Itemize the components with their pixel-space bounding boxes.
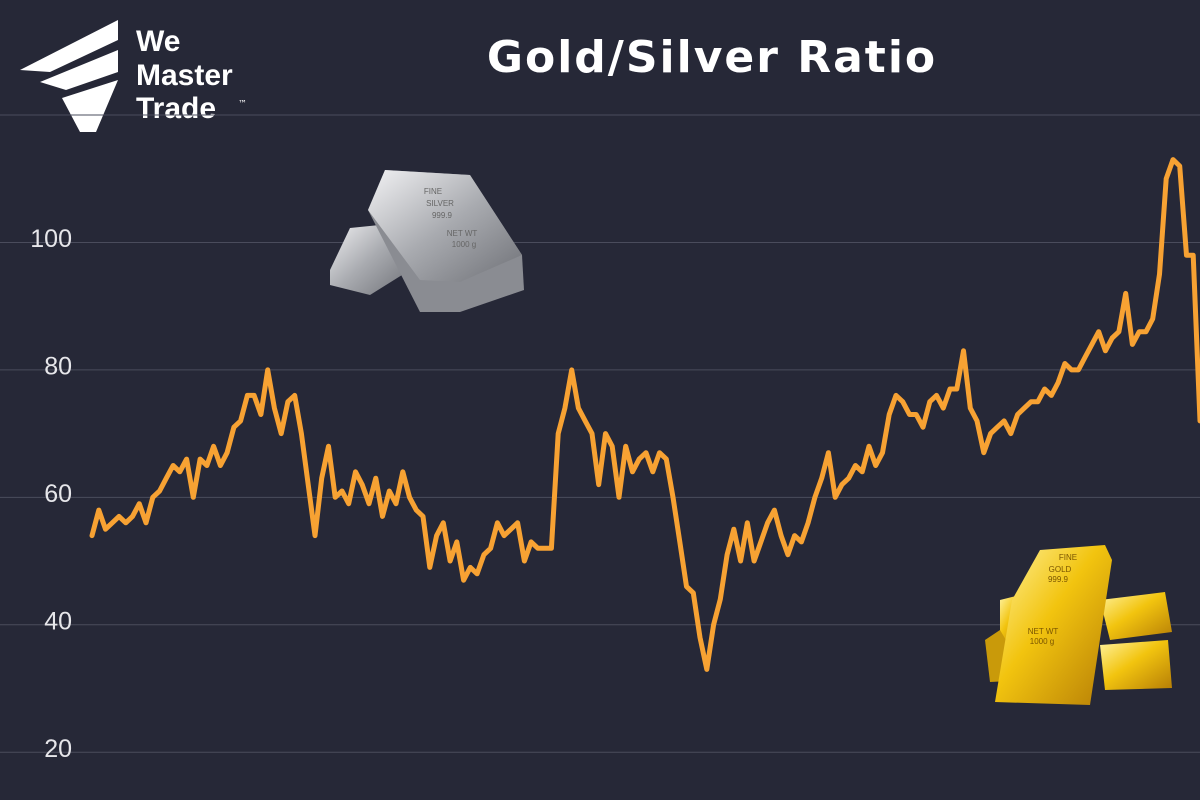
y-tick-label: 100 bbox=[30, 225, 72, 253]
bar-text: FINE bbox=[1059, 553, 1077, 562]
plot: 20 40 60 80 100 bbox=[0, 114, 1200, 763]
chart-title: Gold/Silver Ratio bbox=[487, 32, 937, 83]
bar-text: NET WT bbox=[1028, 627, 1059, 636]
bar-text: 1000 g bbox=[452, 240, 476, 249]
bar-text: 1000 g bbox=[1030, 637, 1054, 646]
y-tick-label: 20 bbox=[44, 735, 72, 763]
brand-line: Master bbox=[136, 59, 233, 92]
logo: We Master Trade ™ bbox=[20, 20, 247, 132]
gold-bars: FINE GOLD 999.9 NET WT 1000 g bbox=[985, 545, 1172, 705]
brand-line: We bbox=[136, 25, 180, 58]
bar-text: 999.9 bbox=[1048, 575, 1069, 584]
bar-text: FINE bbox=[424, 187, 442, 196]
y-tick-label: 80 bbox=[44, 352, 72, 380]
bar-text: NET WT bbox=[447, 229, 478, 238]
y-tick-label: 40 bbox=[44, 607, 72, 635]
silver-bars: FINE SILVER 999.9 NET WT 1000 g bbox=[330, 170, 524, 312]
brand-line: Trade bbox=[136, 92, 216, 125]
bar-text: GOLD bbox=[1049, 565, 1072, 574]
brand-mark: ™ bbox=[238, 100, 247, 110]
y-tick-label: 60 bbox=[44, 480, 72, 508]
line bbox=[89, 157, 1200, 672]
bar-text: SILVER bbox=[426, 199, 454, 208]
bar-text: 999.9 bbox=[432, 211, 453, 220]
